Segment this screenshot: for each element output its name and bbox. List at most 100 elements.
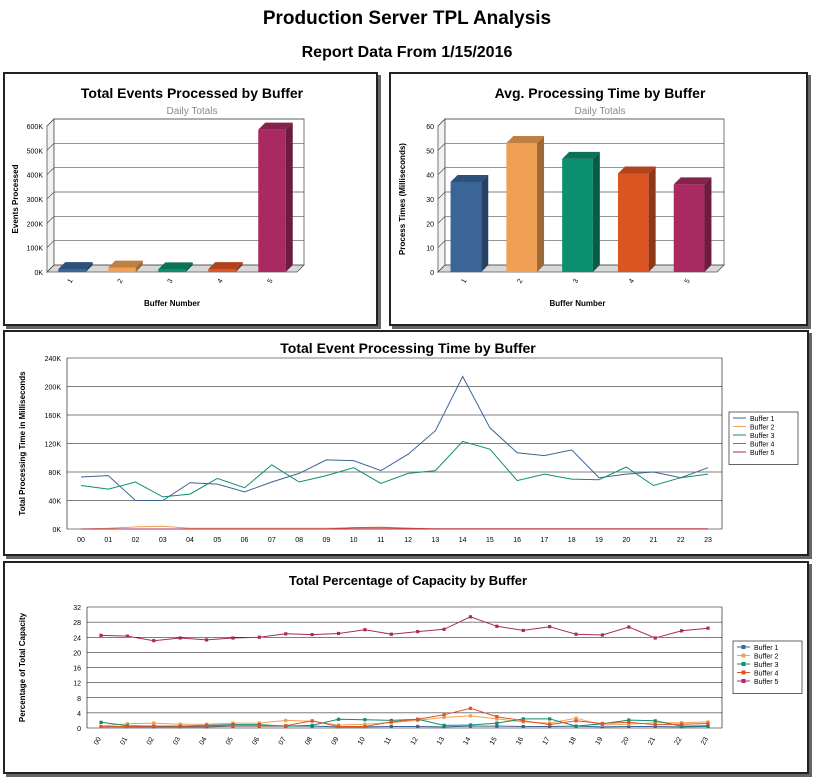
x-tick-label: 15	[489, 736, 499, 746]
data-point	[468, 723, 473, 727]
x-tick-label: 5	[684, 278, 692, 285]
data-point	[257, 635, 261, 639]
legend-marker	[741, 653, 746, 658]
y-tick-label: 300K	[27, 197, 44, 204]
data-point	[521, 719, 525, 723]
data-point	[653, 721, 657, 725]
x-tick-label: 09	[322, 537, 330, 544]
x-tick-label: 12	[404, 537, 412, 544]
y-tick-label: 16	[73, 666, 81, 673]
bar-side	[185, 262, 193, 272]
data-point	[680, 724, 684, 728]
y-tick-label: 0K	[52, 527, 61, 534]
series-line-4	[100, 707, 709, 728]
data-point	[627, 718, 631, 722]
chart-title: Total Percentage of Capacity by Buffer	[289, 573, 527, 588]
x-tick-label: 08	[295, 537, 303, 544]
series-line-1	[80, 375, 709, 501]
grid-line-side	[46, 118, 55, 127]
data-point	[336, 631, 341, 636]
data-point	[468, 615, 473, 619]
y-tick-label: 40	[426, 173, 434, 180]
x-tick-label: 19	[594, 736, 604, 746]
data-point	[204, 638, 209, 642]
data-point	[204, 724, 209, 728]
legend-entry: Buffer 3	[750, 433, 774, 440]
data-point	[548, 717, 552, 721]
data-point	[442, 713, 446, 717]
x-tick-label: 09	[331, 736, 341, 746]
x-tick-label: 17	[542, 736, 552, 746]
bar-top	[562, 151, 600, 159]
data-point	[99, 720, 103, 724]
x-tick-label: 19	[595, 537, 603, 544]
data-point	[706, 724, 710, 728]
data-point	[257, 724, 261, 728]
x-tick-label: 04	[199, 736, 209, 746]
x-tick-label: 1	[67, 278, 75, 285]
page-subtitle: Report Data From 1/15/2016	[301, 44, 513, 61]
data-point	[653, 719, 657, 723]
legend-entry: Buffer 2	[754, 654, 778, 661]
y-tick-label: 200K	[27, 221, 44, 228]
bar-side	[592, 151, 600, 272]
bar-front	[208, 269, 236, 272]
x-tick-label: 3	[572, 278, 580, 285]
data-point	[389, 720, 393, 724]
bar-side	[648, 166, 656, 272]
x-tick-label: 05	[225, 736, 235, 746]
x-tick-label: 10	[357, 736, 367, 746]
x-tick-label: 14	[459, 537, 467, 544]
data-point	[574, 632, 578, 636]
data-point	[442, 627, 446, 631]
data-point	[152, 724, 156, 728]
data-point	[336, 717, 341, 721]
bar-top	[208, 262, 243, 270]
y-tick-label: 30	[426, 197, 434, 204]
grid-line-side	[46, 264, 55, 273]
data-point	[442, 723, 446, 727]
bar-side	[135, 260, 143, 272]
bar-top	[506, 136, 545, 144]
data-point	[336, 724, 341, 729]
y-axis-label: Events Processed	[11, 164, 20, 233]
legend-marker	[741, 662, 746, 666]
data-point	[310, 633, 314, 637]
bar-front	[58, 269, 86, 272]
y-tick-label: 0K	[34, 270, 43, 277]
data-point	[600, 721, 605, 726]
x-tick-label: 05	[213, 537, 221, 544]
y-tick-label: 32	[73, 605, 81, 612]
data-point	[363, 718, 367, 722]
y-tick-label: 200K	[45, 385, 62, 392]
series-line-1	[100, 725, 709, 728]
y-tick-label: 600K	[27, 124, 44, 131]
x-tick-label: 2	[516, 278, 524, 285]
x-tick-label: 18	[568, 736, 578, 746]
bar-front	[617, 173, 649, 272]
y-tick-label: 60	[426, 124, 434, 131]
y-tick-label: 28	[73, 620, 81, 627]
legend-marker	[741, 645, 746, 649]
data-point	[548, 625, 552, 629]
data-point	[627, 722, 631, 726]
x-tick-label: 16	[513, 537, 521, 544]
avg-time-bar-chart: Avg. Processing Time by Buffer Daily Tota…	[398, 85, 725, 308]
x-tick-label: 5	[267, 278, 275, 285]
processing-time-line-chart: Total Event Processing Time by Buffer 0K 4…	[18, 340, 799, 544]
legend-entry: Buffer 5	[754, 679, 778, 686]
legend-entry: Buffer 3	[754, 662, 778, 669]
chart-subtitle: Daily Totals	[575, 106, 626, 117]
data-point	[231, 724, 235, 728]
bar-side	[704, 177, 712, 272]
series-line-3	[80, 440, 709, 498]
x-tick-label: 06	[251, 736, 261, 746]
x-tick-label: 14	[462, 736, 472, 746]
x-tick-label: 03	[172, 736, 182, 746]
x-tick-label: 23	[704, 537, 712, 544]
data-point	[442, 715, 446, 720]
x-tick-label: 21	[647, 736, 657, 746]
data-point	[521, 717, 525, 721]
data-point	[600, 725, 605, 729]
x-axis-label: Buffer Number	[549, 299, 605, 308]
